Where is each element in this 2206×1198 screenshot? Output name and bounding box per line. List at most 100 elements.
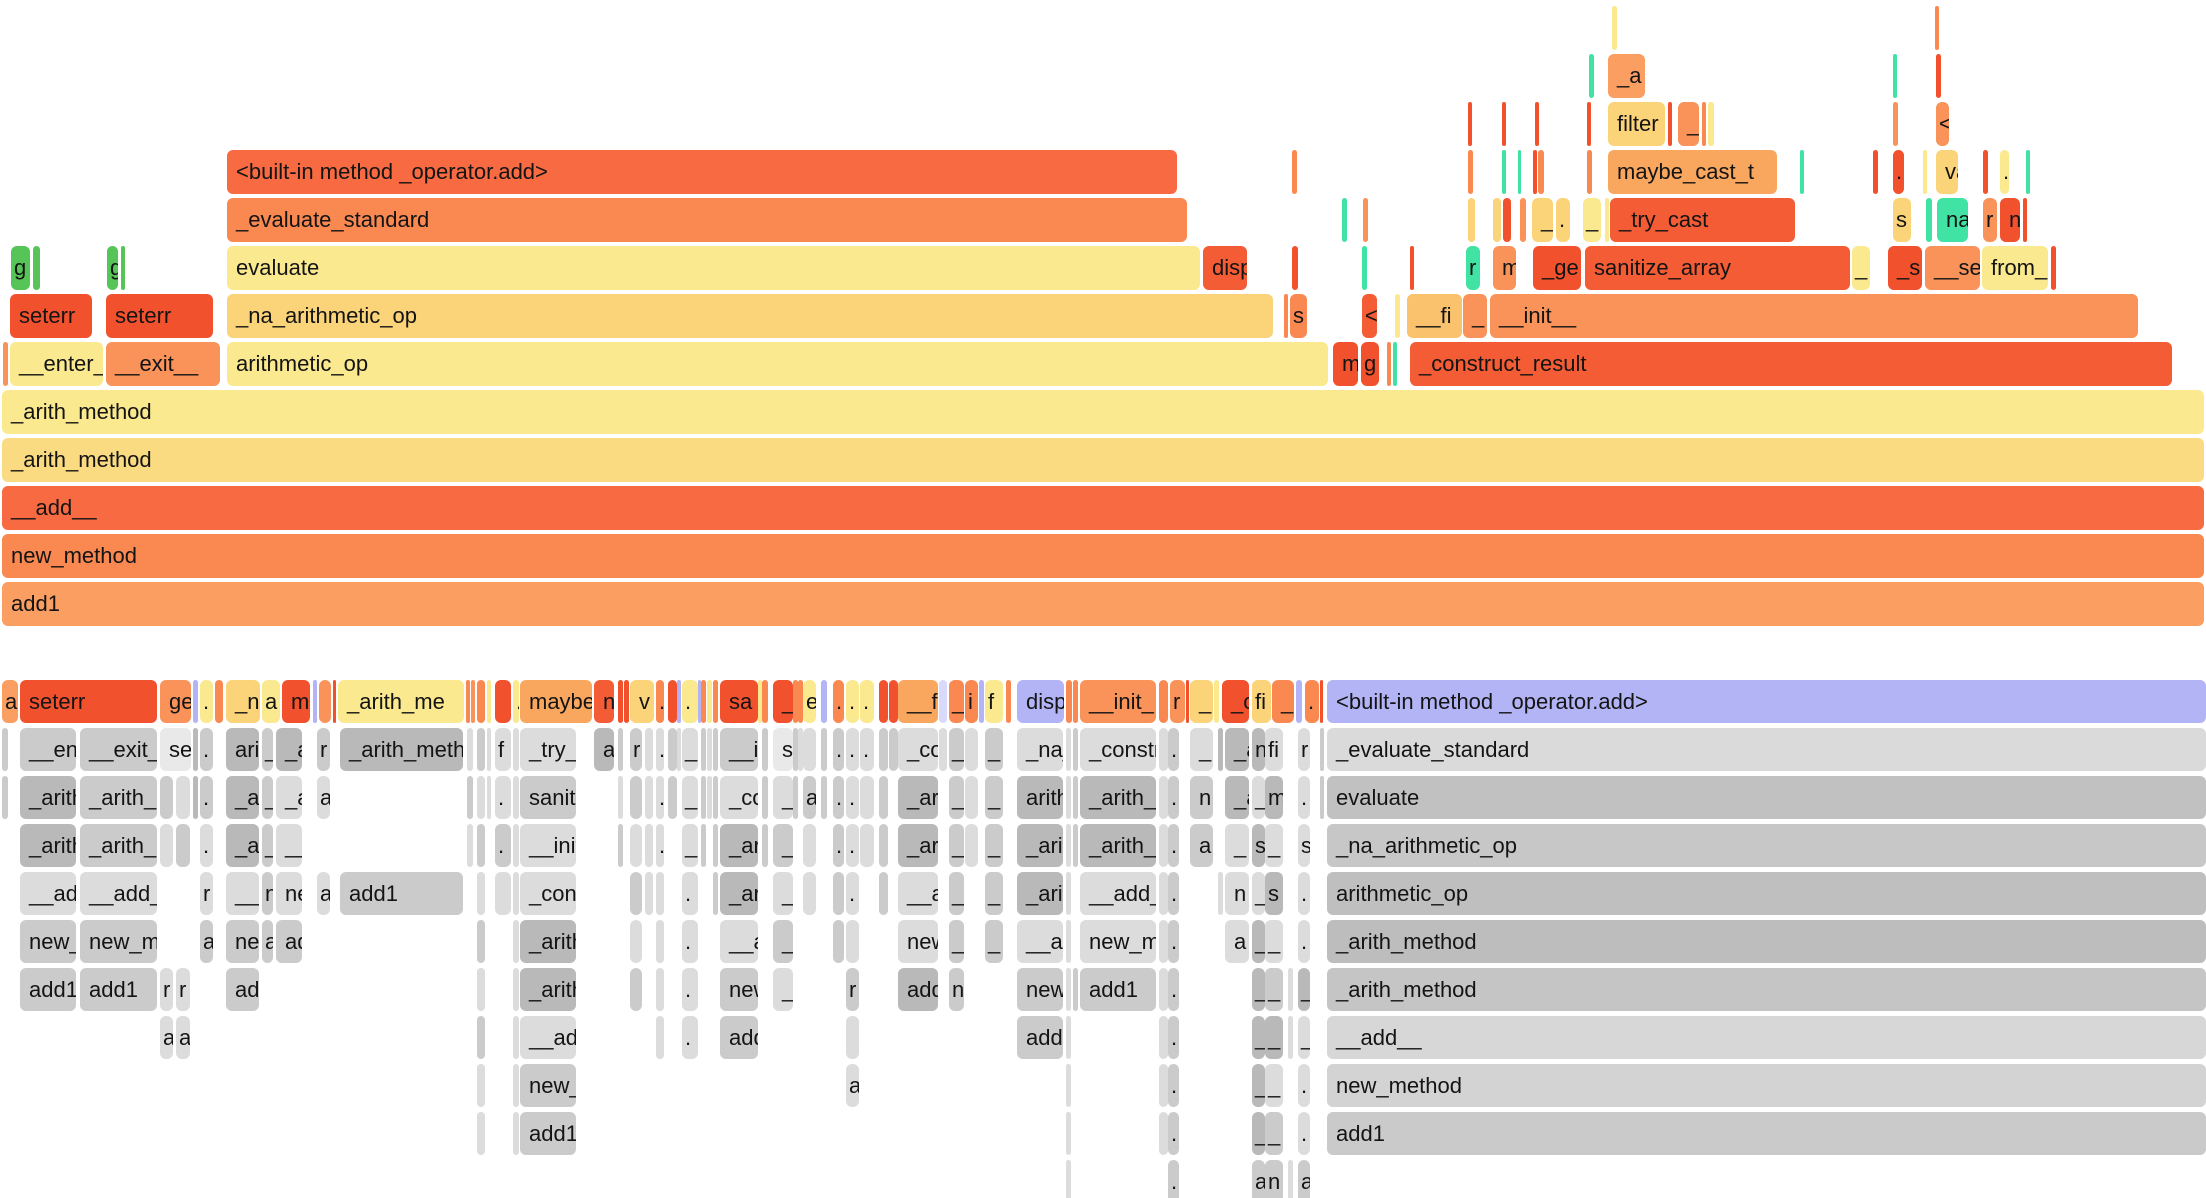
frame-bar[interactable] [1320,680,1323,723]
frame-bar[interactable]: add1 [520,1112,576,1155]
frame-bar[interactable] [630,824,642,867]
frame-bar[interactable]: _ [949,920,964,963]
frame-bar[interactable]: arithmetic_op [1327,872,2206,915]
frame-bar[interactable] [1073,824,1078,867]
frame-bar[interactable] [645,728,653,771]
frame-bar[interactable] [618,776,623,819]
frame-bar[interactable]: _ [949,680,964,723]
frame-bar[interactable] [624,680,629,723]
frame-bar[interactable]: add1 [20,968,76,1011]
frame-bar[interactable] [668,776,677,819]
frame-bar[interactable] [1159,680,1168,723]
frame-bar[interactable] [193,776,198,819]
frame-bar[interactable] [477,1064,485,1107]
frame-bar[interactable] [477,680,485,723]
frame-bar[interactable] [1612,6,1617,50]
frame-bar[interactable] [1066,776,1071,819]
frame-bar[interactable]: seterr [160,728,191,771]
frame-bar[interactable]: add1 [80,968,157,1011]
frame-bar[interactable]: _try_cast [520,728,576,771]
frame-bar[interactable]: _arith_method [898,776,938,819]
frame-bar[interactable] [1395,294,1400,338]
frame-bar[interactable]: _arith_method [80,824,157,867]
frame-bar[interactable] [879,680,888,723]
frame-bar[interactable] [698,680,701,723]
frame-bar[interactable] [513,1112,519,1155]
frame-bar[interactable] [160,776,173,819]
frame-bar[interactable] [656,1016,664,1059]
frame-bar[interactable]: arithmetic_op [1017,776,1063,819]
frame-bar[interactable]: __add__ [80,872,157,915]
frame-bar[interactable]: <built-in method _operator.add> [1327,680,2206,723]
frame-bar[interactable]: . [1168,1160,1179,1198]
frame-bar[interactable]: . [846,872,859,915]
frame-bar[interactable]: _ [1272,680,1294,723]
frame-bar[interactable]: . [833,728,844,771]
frame-bar[interactable]: _arith_method [20,776,76,819]
frame-bar[interactable]: a [317,872,330,915]
frame-bar[interactable] [707,776,712,819]
frame-bar[interactable] [821,680,827,723]
frame-bar[interactable] [3,342,8,386]
frame-bar[interactable] [677,728,681,771]
frame-bar[interactable]: _ [1252,776,1265,819]
frame-bar[interactable] [821,728,827,771]
frame-bar[interactable]: . [656,728,664,771]
frame-bar[interactable] [1006,680,1011,723]
frame-bar[interactable] [618,728,623,771]
frame-bar[interactable] [513,776,519,819]
frame-bar[interactable] [701,680,706,723]
frame-bar[interactable]: n [1225,872,1249,915]
frame-bar[interactable]: new_method [720,968,758,1011]
frame-bar[interactable] [1214,680,1219,723]
frame-bar[interactable]: _ [949,824,964,867]
frame-bar[interactable]: __add__ [720,920,758,963]
frame-bar[interactable]: __add__ [276,824,302,867]
frame-bar[interactable] [1520,198,1526,242]
frame-bar[interactable] [879,872,888,915]
frame-bar[interactable] [965,824,978,867]
frame-bar[interactable] [1288,968,1293,1011]
frame-bar[interactable]: _ [1265,1064,1283,1107]
frame-bar[interactable] [1533,150,1537,194]
frame-bar[interactable] [1066,728,1071,771]
frame-bar[interactable]: _ [1463,294,1487,338]
frame-bar[interactable]: _ [1265,968,1283,1011]
frame-bar[interactable] [215,680,223,723]
frame-bar[interactable]: _arith_method [276,776,302,819]
frame-bar[interactable]: . [1298,1064,1310,1107]
frame-bar[interactable]: r [846,968,859,1011]
frame-bar[interactable]: a [1190,824,1213,867]
frame-bar[interactable] [668,728,677,771]
frame-bar[interactable]: _ [1252,1112,1265,1155]
frame-bar[interactable] [487,776,491,819]
frame-bar[interactable]: _ [1252,968,1265,1011]
frame-bar[interactable] [879,776,888,819]
frame-bar[interactable]: add1 [898,968,938,1011]
frame-bar[interactable]: _ [949,872,964,915]
frame-bar[interactable]: s [773,728,793,771]
frame-bar[interactable]: _arith_method [226,776,259,819]
frame-bar[interactable] [1288,1160,1293,1198]
frame-bar[interactable] [1218,728,1223,771]
frame-bar[interactable]: _n [226,680,260,723]
frame-bar[interactable] [707,680,712,723]
frame-bar[interactable]: r [200,872,213,915]
frame-bar[interactable]: . [1168,1016,1179,1059]
frame-bar[interactable]: n [594,680,614,723]
frame-bar[interactable]: _evaluate_standard [1327,728,2206,771]
frame-bar[interactable] [1066,920,1071,963]
frame-bar[interactable]: _arith_method [1017,824,1063,867]
frame-bar[interactable]: v [630,680,654,723]
frame-bar[interactable]: _arith_method [720,824,758,867]
frame-bar[interactable] [713,776,718,819]
frame-bar[interactable]: . [682,968,698,1011]
frame-bar[interactable]: . [860,680,874,723]
frame-bar[interactable] [1159,968,1168,1011]
frame-bar[interactable] [798,728,803,771]
frame-bar[interactable]: a [594,728,614,771]
frame-bar[interactable]: ge [160,680,191,723]
frame-bar[interactable]: add1 [1017,1016,1063,1059]
frame-bar[interactable]: . [656,776,664,819]
frame-bar[interactable]: . [200,728,213,771]
